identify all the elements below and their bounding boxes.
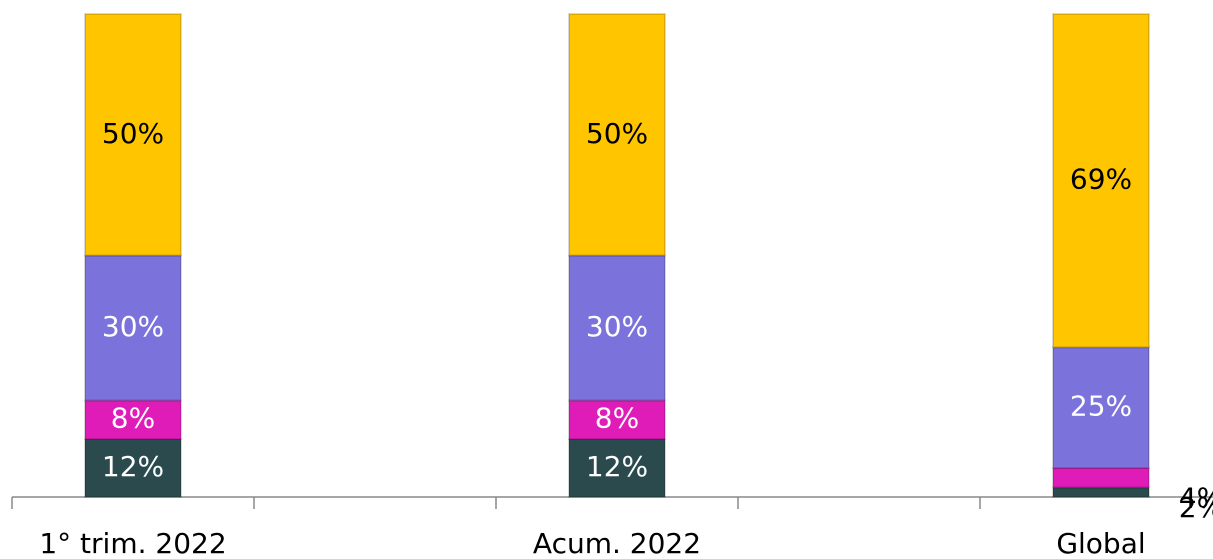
data-label: 2% <box>1179 491 1213 524</box>
data-label: 50% <box>102 117 164 150</box>
data-label: 30% <box>586 310 648 343</box>
bar-segment <box>84 399 182 441</box>
bar-segment <box>84 438 182 499</box>
bar-segment <box>568 399 666 441</box>
x-tick-label: 1° trim. 2022 <box>39 527 226 559</box>
data-label: 69% <box>1070 163 1132 196</box>
bar-segment <box>84 254 182 402</box>
data-label: 4% <box>1179 481 1213 514</box>
bar-segment <box>568 254 666 402</box>
bar-segment <box>1052 13 1150 349</box>
bar-segment <box>1052 467 1150 489</box>
data-label: 30% <box>102 310 164 343</box>
bar-segment <box>568 438 666 499</box>
data-label: 12% <box>586 450 648 483</box>
bar-segment <box>568 13 666 257</box>
bar-segment <box>1052 486 1150 498</box>
data-label: 50% <box>586 117 648 150</box>
bar-segment <box>84 13 182 257</box>
data-label: 8% <box>595 402 639 435</box>
bar-segment <box>1052 346 1150 470</box>
x-tick-label: Global <box>1056 527 1145 559</box>
x-tick-label: Acum. 2022 <box>533 527 701 559</box>
data-label: 25% <box>1070 390 1132 423</box>
data-label: 8% <box>111 402 155 435</box>
data-label: 12% <box>102 450 164 483</box>
